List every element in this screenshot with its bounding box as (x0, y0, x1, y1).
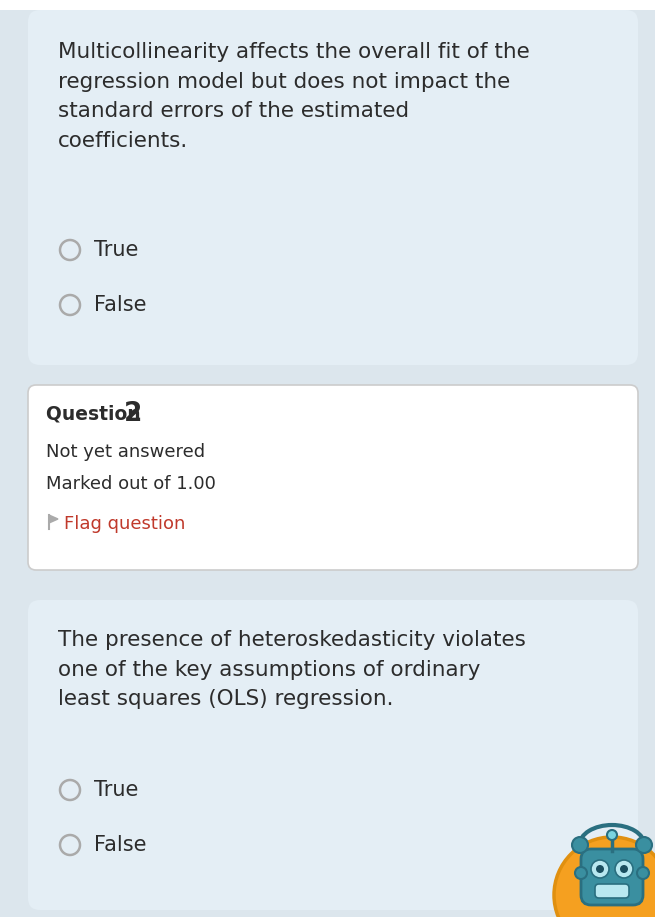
FancyBboxPatch shape (28, 385, 638, 570)
Circle shape (637, 867, 649, 879)
Polygon shape (49, 515, 58, 523)
Bar (0, 365, 655, 385)
Circle shape (591, 860, 609, 878)
Circle shape (554, 837, 655, 917)
Text: Flag question: Flag question (64, 515, 185, 533)
Text: True: True (94, 240, 138, 260)
Text: 2: 2 (124, 401, 142, 427)
Text: Not yet answered: Not yet answered (46, 443, 205, 461)
Text: True: True (94, 780, 138, 800)
FancyBboxPatch shape (595, 884, 629, 898)
Circle shape (620, 865, 628, 873)
Text: The presence of heteroskedasticity violates
one of the key assumptions of ordina: The presence of heteroskedasticity viola… (58, 630, 526, 709)
Circle shape (615, 860, 633, 878)
Bar (0, 0, 655, 10)
Text: False: False (94, 295, 147, 315)
FancyBboxPatch shape (581, 849, 643, 905)
Circle shape (596, 865, 604, 873)
FancyBboxPatch shape (28, 600, 638, 910)
Circle shape (636, 837, 652, 853)
FancyBboxPatch shape (28, 10, 638, 365)
Circle shape (572, 837, 588, 853)
Text: Marked out of 1.00: Marked out of 1.00 (46, 475, 216, 493)
Bar (0, 570, 655, 600)
Text: False: False (94, 835, 147, 855)
Text: Question: Question (46, 405, 147, 424)
Circle shape (575, 867, 587, 879)
Text: Multicollinearity affects the overall fit of the
regression model but does not i: Multicollinearity affects the overall fi… (58, 42, 530, 150)
Circle shape (607, 830, 617, 840)
